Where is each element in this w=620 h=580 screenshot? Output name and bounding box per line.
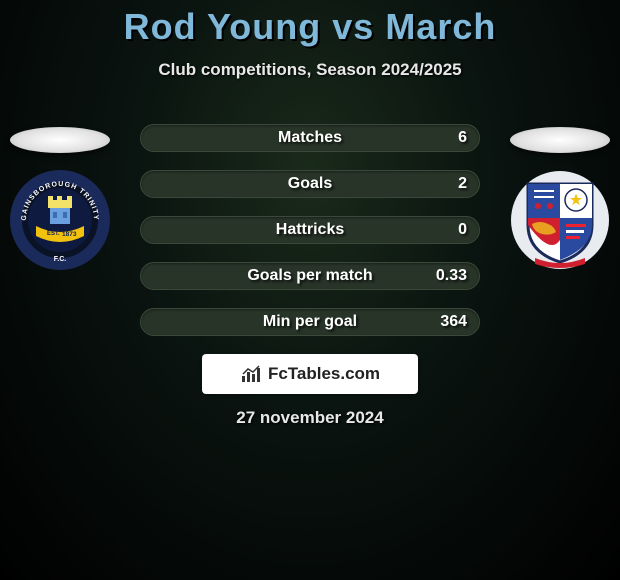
stat-right-value: 0 [344,221,467,239]
stat-right-value: 6 [342,129,467,147]
stat-row-gpm: Goals per match 0.33 [140,262,480,290]
stats-container: Matches 6 Goals 2 Hattricks 0 Goals per … [140,124,480,354]
team-crest-left: GAINSBOROUGH TRINITY F.C. EST. 1873 [10,170,110,270]
stat-label: Goals per match [247,267,372,285]
crest-left-svg: GAINSBOROUGH TRINITY F.C. EST. 1873 [10,170,110,270]
chart-icon [240,364,264,384]
svg-text:F.C.: F.C. [54,256,67,263]
stat-label: Matches [278,129,342,147]
stat-row-hattricks: Hattricks 0 [140,216,480,244]
subtitle: Club competitions, Season 2024/2025 [0,60,620,80]
stat-label: Hattricks [276,221,344,239]
brand-text: FcTables.com [268,364,380,384]
player-disc-right [510,127,610,153]
date-text: 27 november 2024 [0,408,620,428]
stat-right-value: 0.33 [373,267,467,285]
stat-right-value: 364 [357,313,467,331]
stat-right-value: 2 [332,175,467,193]
player-disc-left [10,127,110,153]
crest-right-svg [510,170,610,270]
team-crest-right [510,170,610,270]
stat-label: Goals [288,175,332,193]
svg-text:EST.: EST. [47,231,60,237]
stat-label: Min per goal [263,313,357,331]
svg-text:1873: 1873 [62,231,77,238]
page-title: Rod Young vs March [0,0,620,48]
stat-row-mpg: Min per goal 364 [140,308,480,336]
stat-row-goals: Goals 2 [140,170,480,198]
brand-box: FcTables.com [202,354,418,394]
stat-row-matches: Matches 6 [140,124,480,152]
